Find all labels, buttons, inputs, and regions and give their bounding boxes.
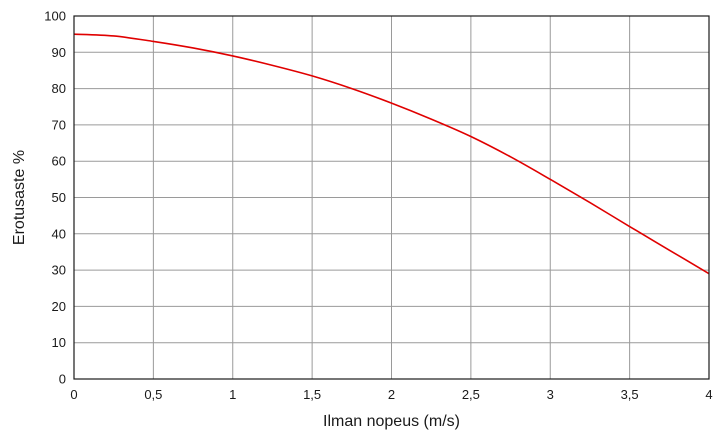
x-axis-label: Ilman nopeus (m/s) <box>323 413 460 430</box>
x-tick-label: 0,5 <box>144 387 162 402</box>
y-tick-label: 20 <box>52 299 66 314</box>
y-tick-label: 60 <box>52 154 66 169</box>
y-axis-label: Erotusaste % <box>11 150 28 245</box>
x-tick-labels: 0 0,5 1 1,5 2 2,5 3 3,5 4 <box>70 387 712 402</box>
x-tick-label: 2 <box>388 387 395 402</box>
y-tick-label: 30 <box>52 263 66 278</box>
x-tick-label: 3 <box>547 387 554 402</box>
x-tick-label: 2,5 <box>462 387 480 402</box>
y-gridlines <box>74 51 709 344</box>
y-tick-label: 40 <box>52 226 66 241</box>
y-tick-label: 100 <box>44 9 66 24</box>
series-line <box>73 33 710 275</box>
y-tick-label: 0 <box>59 372 66 387</box>
x-tick-label: 3,5 <box>621 387 639 402</box>
y-tick-labels: 0 10 20 30 40 50 60 70 80 90 100 <box>44 9 66 387</box>
x-tick-label: 1 <box>229 387 236 402</box>
y-tick-label: 90 <box>52 45 66 60</box>
series-layer <box>73 33 710 275</box>
x-tick-label: 4 <box>705 387 712 402</box>
plot-frame <box>73 15 710 380</box>
y-tick-label: 80 <box>52 81 66 96</box>
y-tick-label: 50 <box>52 190 66 205</box>
x-tick-label: 0 <box>70 387 77 402</box>
y-tick-label: 70 <box>52 117 66 132</box>
y-tick-label: 10 <box>52 335 66 350</box>
x-tick-label: 1,5 <box>303 387 321 402</box>
